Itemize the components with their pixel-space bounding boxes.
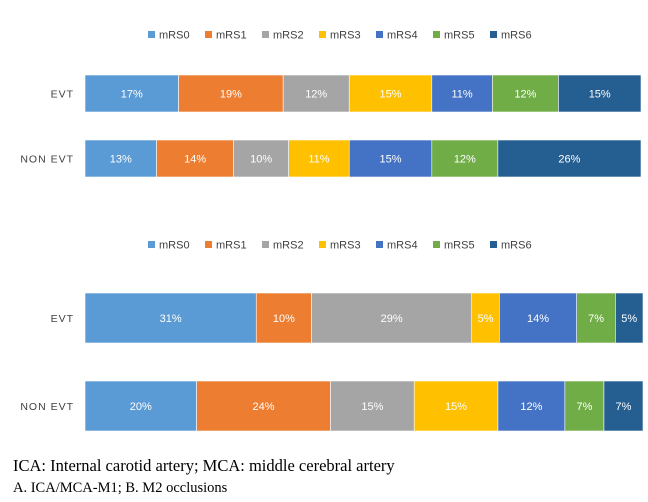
legend-swatch-mrs3 (319, 241, 326, 248)
legend-swatch-mrs2 (262, 31, 269, 38)
data-label-evt-mrs6: 5% (621, 313, 637, 325)
legend-swatch-mrs4 (376, 31, 383, 38)
bar-segment-non-evt-mrs0 (84, 380, 197, 432)
data-label-evt-mrs3: 5% (478, 313, 494, 325)
data-label-evt-mrs2: 29% (381, 313, 403, 325)
legend-swatch-mrs6 (490, 241, 497, 248)
data-label-evt-mrs4: 14% (527, 313, 549, 325)
bar-segment-evt-mrs4 (499, 292, 578, 344)
data-label-evt-mrs4: 11% (451, 89, 472, 101)
bar-segment-non-evt-mrs4 (348, 139, 433, 178)
bar-segment-evt-mrs2 (282, 74, 350, 113)
data-label-non-evt-mrs5: 12% (454, 154, 476, 166)
data-label-non-evt-mrs3: 15% (445, 401, 467, 413)
bar-segment-non-evt-mrs6 (497, 139, 642, 178)
chart-b-m2-occlusions: mRS0 mRS1 mRS2 mRS3 mRS4 mRS5 mRS6 EVT 31% 10% 29%… (20, 240, 644, 432)
legend-swatch-mrs0 (148, 241, 155, 248)
data-label-evt-mrs5: 12% (514, 89, 536, 101)
legend-label-mrs3: mRS3 (330, 30, 361, 42)
data-label-evt-mrs6: 15% (589, 89, 611, 101)
legend-label-mrs6: mRS6 (501, 30, 532, 42)
data-label-non-evt-mrs0: 20% (130, 401, 152, 413)
legend-label-mrs1: mRS1 (216, 240, 247, 252)
legend-label-mrs2: mRS2 (273, 240, 304, 252)
category-label-non-evt: NON EVT (20, 154, 74, 166)
data-label-non-evt-mrs0: 13% (110, 154, 132, 166)
data-label-non-evt-mrs6: 26% (558, 154, 580, 166)
category-label-evt: EVT (51, 313, 74, 325)
bar-segment-evt-mrs3 (471, 292, 500, 344)
legend-label-mrs6: mRS6 (501, 240, 532, 252)
bar-segment-evt-mrs4 (431, 74, 493, 113)
legend-swatch-mrs1 (205, 241, 212, 248)
data-label-evt-mrs5: 7% (588, 313, 604, 325)
legend-label-mrs0: mRS0 (159, 240, 190, 252)
bar-segment-non-evt-mrs5 (431, 139, 499, 178)
bar-segment-non-evt-mrs1 (156, 139, 234, 178)
data-label-evt-mrs1: 10% (273, 313, 295, 325)
caption-abbreviations: ICA: Internal carotid artery; MCA: middl… (13, 456, 395, 475)
data-label-evt-mrs0: 31% (160, 313, 182, 325)
data-label-non-evt-mrs1: 24% (253, 401, 275, 413)
legend-swatch-mrs1 (205, 31, 212, 38)
legend-swatch-mrs5 (433, 31, 440, 38)
bar-segment-evt-mrs1 (178, 74, 284, 113)
legend-label-mrs2: mRS2 (273, 30, 304, 42)
data-label-non-evt-mrs3: 11% (308, 154, 329, 166)
legend-swatch-mrs4 (376, 241, 383, 248)
legend-label-mrs4: mRS4 (387, 240, 418, 252)
legend-label-mrs5: mRS5 (444, 30, 475, 42)
legend-swatch-mrs6 (490, 31, 497, 38)
data-label-evt-mrs0: 17% (121, 89, 143, 101)
legend-label-mrs5: mRS5 (444, 240, 475, 252)
chart-a-ica-mca-m1: mRS0 mRS1 mRS2 mRS3 mRS4 mRS5 mRS6 EVT 17% 19% 12%… (20, 30, 642, 178)
bar-segment-evt-mrs0 (84, 74, 179, 113)
bar-segment-non-evt-mrs2 (233, 139, 289, 178)
legend-label-mrs0: mRS0 (159, 30, 190, 42)
data-label-evt-mrs3: 15% (380, 89, 402, 101)
legend-label-mrs1: mRS1 (216, 30, 247, 42)
legend-label-mrs4: mRS4 (387, 30, 418, 42)
caption-panels: A. ICA/MCA-M1; B. M2 occlusions (13, 480, 228, 496)
data-label-non-evt-mrs2: 15% (361, 401, 383, 413)
bar-segment-evt-mrs1 (255, 292, 312, 344)
bar-segment-non-evt-mrs0 (84, 139, 157, 178)
legend-label-mrs3: mRS3 (330, 240, 361, 252)
category-label-non-evt: NON EVT (20, 401, 74, 413)
bar-segment-non-evt-mrs3 (413, 380, 499, 432)
data-label-non-evt-mrs5: 7% (576, 401, 592, 413)
legend-swatch-mrs2 (262, 241, 269, 248)
bar-segment-non-evt-mrs1 (196, 380, 331, 432)
bar-segment-evt-mrs5 (576, 292, 616, 344)
data-label-evt-mrs1: 19% (220, 89, 242, 101)
data-label-non-evt-mrs4: 12% (520, 401, 542, 413)
data-label-non-evt-mrs6: 7% (616, 401, 632, 413)
bar-segment-evt-mrs5 (492, 74, 559, 113)
data-label-non-evt-mrs2: 10% (250, 154, 272, 166)
legend-swatch-mrs3 (319, 31, 326, 38)
bar-segment-evt-mrs6 (558, 74, 642, 113)
bar-segment-non-evt-mrs5 (564, 380, 605, 432)
legend-swatch-mrs5 (433, 241, 440, 248)
data-label-evt-mrs2: 12% (305, 89, 327, 101)
data-label-non-evt-mrs1: 14% (184, 154, 206, 166)
bar-segment-evt-mrs0 (84, 292, 257, 344)
data-label-non-evt-mrs4: 15% (380, 154, 402, 166)
bar-segment-non-evt-mrs6 (603, 380, 644, 432)
bar-segment-evt-mrs6 (615, 292, 644, 344)
legend-swatch-mrs0 (148, 31, 155, 38)
bar-segment-evt-mrs3 (348, 74, 433, 113)
category-label-evt: EVT (51, 89, 74, 101)
bar-segment-evt-mrs2 (311, 292, 473, 344)
